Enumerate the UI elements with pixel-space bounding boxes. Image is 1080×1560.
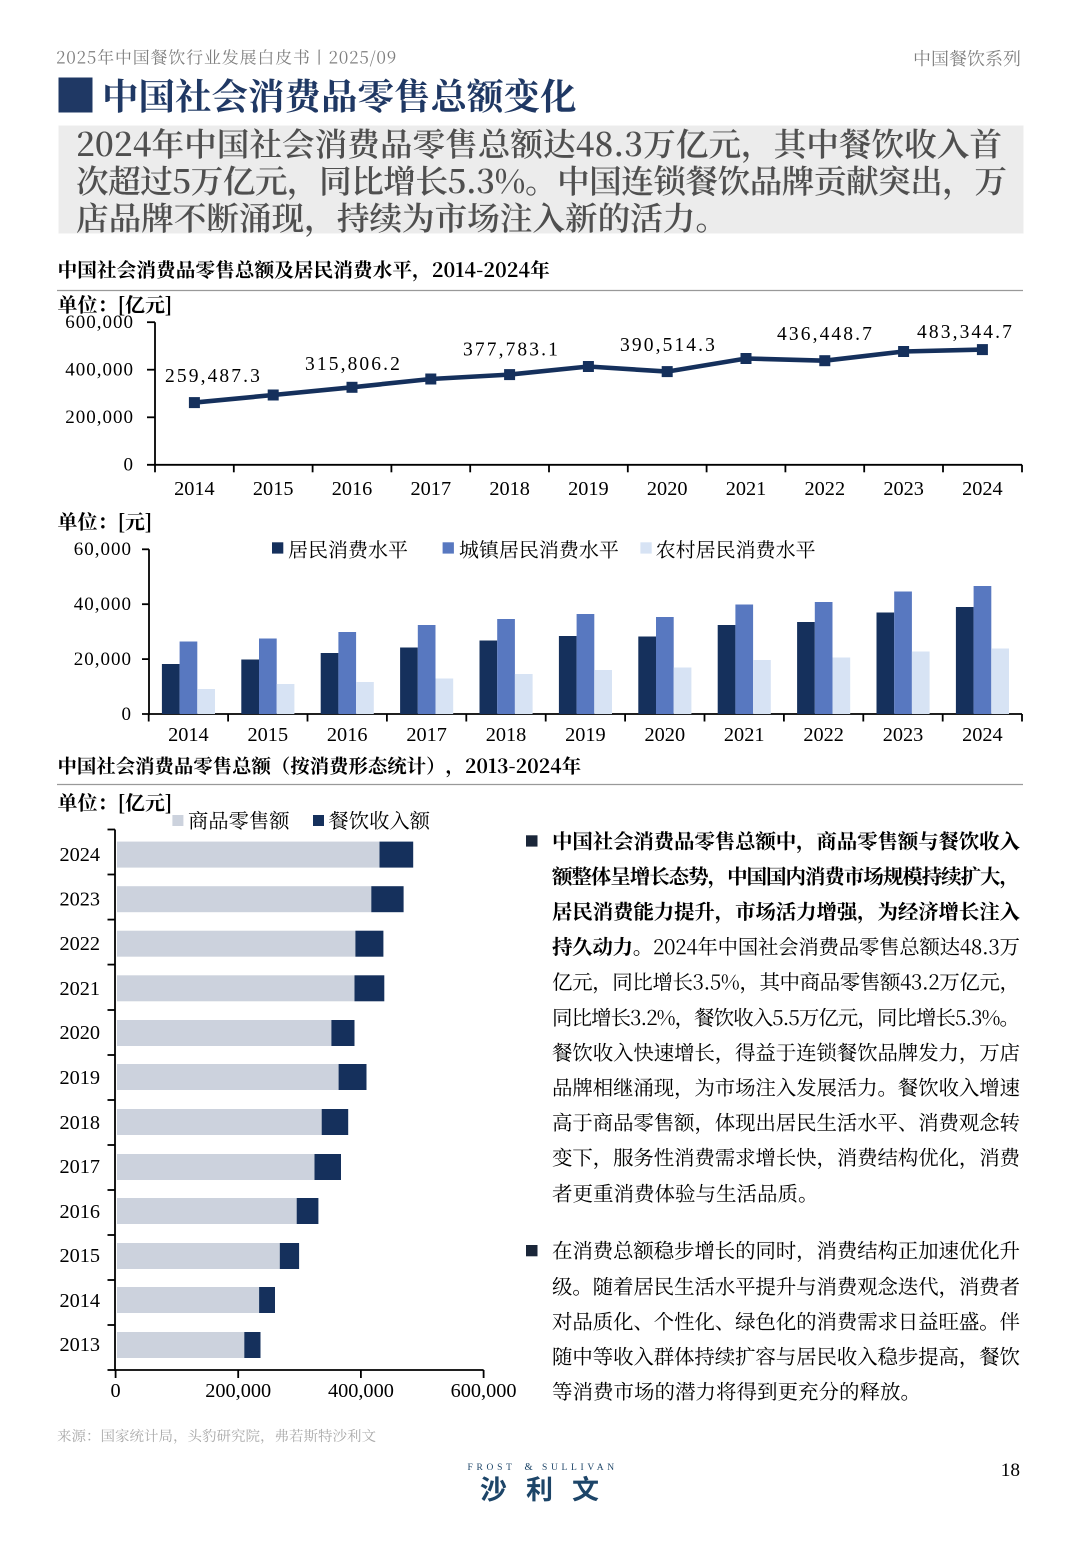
svg-text:200,000: 200,000 <box>65 407 134 428</box>
svg-text:2021: 2021 <box>724 724 765 746</box>
svg-text:0: 0 <box>122 704 133 725</box>
svg-text:2023: 2023 <box>883 478 924 500</box>
svg-text:2016: 2016 <box>332 478 373 500</box>
svg-text:2024: 2024 <box>59 844 100 866</box>
svg-text:483,344.7: 483,344.7 <box>917 322 1014 343</box>
svg-text:&: & <box>525 1462 533 1473</box>
svg-text:2017: 2017 <box>59 1156 100 1178</box>
svg-text:40,000: 40,000 <box>74 594 132 615</box>
svg-text:FROST: FROST <box>468 1463 516 1473</box>
svg-text:0: 0 <box>111 1380 121 1402</box>
svg-text:400,000: 400,000 <box>328 1380 394 1402</box>
svg-text:2020: 2020 <box>647 478 688 500</box>
svg-text:436,448.7: 436,448.7 <box>777 324 874 345</box>
svg-text:2018: 2018 <box>59 1112 100 1134</box>
svg-text:400,000: 400,000 <box>65 360 134 381</box>
svg-text:2022: 2022 <box>805 478 846 500</box>
svg-text:2024: 2024 <box>962 724 1003 746</box>
svg-text:2019: 2019 <box>565 724 606 746</box>
svg-text:377,783.1: 377,783.1 <box>463 340 560 361</box>
svg-text:2014: 2014 <box>174 478 215 500</box>
svg-text:0: 0 <box>124 455 135 476</box>
svg-text:2015: 2015 <box>253 478 294 500</box>
svg-text:2020: 2020 <box>59 1022 100 1044</box>
svg-text:2023: 2023 <box>883 724 924 746</box>
svg-text:2015: 2015 <box>59 1245 100 1267</box>
svg-text:2015: 2015 <box>248 724 289 746</box>
svg-text:600,000: 600,000 <box>65 312 134 333</box>
svg-text:2021: 2021 <box>59 978 100 1000</box>
svg-text:2021: 2021 <box>726 478 767 500</box>
svg-text:2019: 2019 <box>568 478 609 500</box>
svg-text:SULLIVAN: SULLIVAN <box>542 1463 618 1473</box>
svg-text:600,000: 600,000 <box>451 1380 517 1402</box>
svg-text:2024: 2024 <box>962 478 1003 500</box>
svg-text:2020: 2020 <box>645 724 686 746</box>
svg-text:2022: 2022 <box>59 933 100 955</box>
svg-text:2017: 2017 <box>411 478 452 500</box>
svg-text:20,000: 20,000 <box>74 649 132 670</box>
svg-text:2023: 2023 <box>59 889 100 911</box>
svg-text:200,000: 200,000 <box>205 1380 271 1402</box>
svg-text:18: 18 <box>1001 1460 1020 1481</box>
svg-text:60,000: 60,000 <box>74 539 132 560</box>
svg-text:2018: 2018 <box>486 724 527 746</box>
svg-text:2022: 2022 <box>803 724 844 746</box>
svg-text:2013: 2013 <box>59 1334 100 1356</box>
svg-text:315,806.2: 315,806.2 <box>305 354 402 375</box>
svg-text:2018: 2018 <box>489 478 530 500</box>
svg-text:2016: 2016 <box>327 724 368 746</box>
svg-text:2014: 2014 <box>59 1290 100 1312</box>
svg-text:2016: 2016 <box>59 1201 100 1223</box>
svg-text:259,487.3: 259,487.3 <box>165 366 262 387</box>
svg-text:2019: 2019 <box>59 1067 100 1089</box>
svg-text:2017: 2017 <box>406 724 447 746</box>
svg-text:2014: 2014 <box>168 724 209 746</box>
svg-text:390,514.3: 390,514.3 <box>620 335 717 356</box>
